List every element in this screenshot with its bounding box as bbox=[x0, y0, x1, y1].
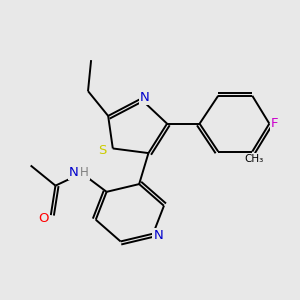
Text: N: N bbox=[140, 91, 150, 104]
Text: N: N bbox=[69, 166, 78, 179]
Text: O: O bbox=[38, 212, 49, 225]
Text: H: H bbox=[80, 166, 89, 179]
Text: F: F bbox=[271, 117, 279, 130]
Text: CH₃: CH₃ bbox=[245, 154, 264, 164]
Text: S: S bbox=[98, 143, 107, 157]
Text: N: N bbox=[154, 229, 163, 242]
